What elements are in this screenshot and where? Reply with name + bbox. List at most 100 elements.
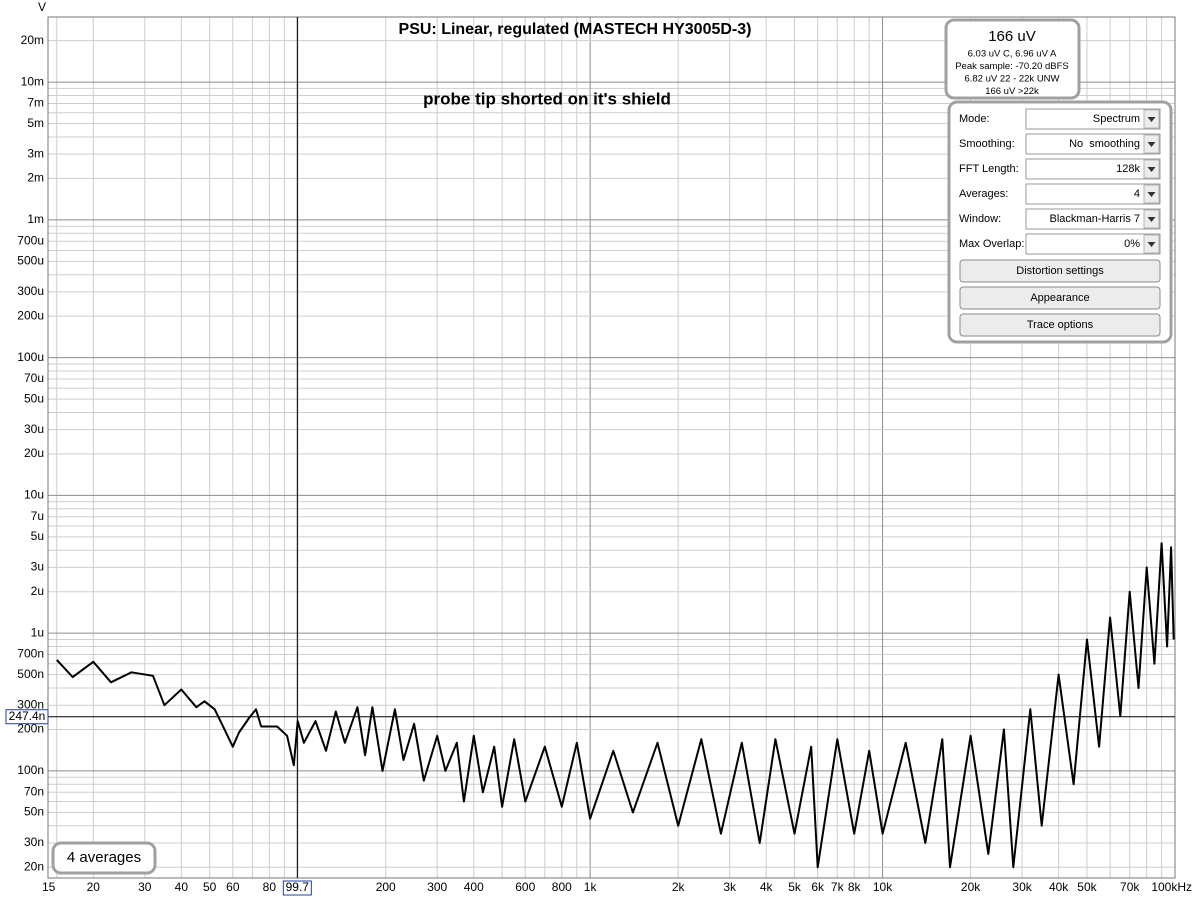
setting-value: 0% xyxy=(1124,238,1140,250)
setting-dropdown[interactable] xyxy=(1025,208,1161,230)
cursor-x-box xyxy=(282,880,312,896)
setting-dropdown[interactable] xyxy=(1025,233,1161,255)
y-tick-label: 100u xyxy=(17,350,44,364)
setting-value: 128k xyxy=(1116,163,1140,175)
setting-label: Max Overlap: xyxy=(959,238,1024,250)
readout-line: 6.03 uV C, 6.96 uV A xyxy=(968,49,1057,60)
setting-value: Spectrum xyxy=(1093,113,1140,125)
y-tick-label: 100n xyxy=(17,763,44,777)
cursor-y-box xyxy=(5,709,49,725)
y-tick-label: 20u xyxy=(24,446,44,460)
y-tick-label: 70u xyxy=(24,371,44,385)
setting-dropdown[interactable] xyxy=(1025,108,1161,130)
setting-label: Mode: xyxy=(959,113,990,125)
y-tick-label: 700u xyxy=(17,233,44,247)
cursor-x-label: 99.7 xyxy=(286,880,310,894)
y-tick-label: 500n xyxy=(17,667,44,681)
setting-value: No smoothing xyxy=(1069,138,1140,150)
button-label: Appearance xyxy=(1030,292,1089,304)
x-tick-label: 100kHz xyxy=(1151,880,1192,894)
x-tick-label: 600 xyxy=(515,880,535,894)
y-tick-label: 200n xyxy=(17,722,44,736)
x-tick-label: 40 xyxy=(175,880,189,894)
y-tick-label: 1m xyxy=(27,212,44,226)
y-tick-label: 3m xyxy=(27,146,44,160)
x-tick-label: 3k xyxy=(723,880,737,894)
setting-dropdown[interactable] xyxy=(1025,183,1161,205)
x-tick-label: 4k xyxy=(760,880,774,894)
panel-button[interactable] xyxy=(959,286,1161,310)
dropdown-arrow xyxy=(1147,117,1156,122)
readout-line: Peak sample: -70.20 dBFS xyxy=(955,61,1069,72)
y-tick-label: 7u xyxy=(31,509,44,523)
y-tick-label: 10m xyxy=(21,74,44,88)
readout-main: 166 uV xyxy=(988,28,1036,45)
dropdown-arrow xyxy=(1147,242,1156,247)
y-tick-label: 50n xyxy=(24,805,44,819)
y-tick-label: 30n xyxy=(24,835,44,849)
y-tick-label: 300u xyxy=(17,284,44,298)
readout-box xyxy=(944,18,1081,100)
setting-value: 4 xyxy=(1134,188,1140,200)
y-tick-label: 500u xyxy=(17,254,44,268)
dropdown-arrow xyxy=(1147,192,1156,197)
x-tick-label: 200 xyxy=(376,880,396,894)
y-tick-label: 7m xyxy=(27,96,44,110)
setting-dropdown[interactable] xyxy=(1025,158,1161,180)
y-tick-label: 20m xyxy=(21,33,44,47)
x-tick-label: 50k xyxy=(1077,880,1097,894)
button-label: Distortion settings xyxy=(1016,265,1104,277)
x-tick-label: 5k xyxy=(788,880,802,894)
status-box xyxy=(51,841,157,875)
panel-button[interactable] xyxy=(959,259,1161,283)
button-label: Trace options xyxy=(1027,319,1094,331)
x-tick-label: 20 xyxy=(87,880,101,894)
x-tick-label: 60 xyxy=(226,880,240,894)
x-tick-label: 30k xyxy=(1012,880,1032,894)
x-tick-label: 8k xyxy=(848,880,862,894)
x-tick-label: 300 xyxy=(427,880,447,894)
x-tick-label: 40k xyxy=(1049,880,1069,894)
dropdown-arrow xyxy=(1147,142,1156,147)
panel-button[interactable] xyxy=(959,313,1161,337)
x-tick-label: 800 xyxy=(552,880,572,894)
chart-title: PSU: Linear, regulated (MASTECH HY3005D-… xyxy=(399,21,752,38)
setting-dropdown[interactable] xyxy=(1025,133,1161,155)
setting-label: Smoothing: xyxy=(959,138,1015,150)
x-tick-label: 1k xyxy=(584,880,598,894)
x-tick-label: 80 xyxy=(263,880,277,894)
x-tick-label: 2k xyxy=(672,880,686,894)
x-tick-label: 6k xyxy=(811,880,825,894)
setting-label: Averages: xyxy=(959,188,1008,200)
y-tick-label: 200u xyxy=(17,308,44,322)
y-tick-label: 10u xyxy=(24,488,44,502)
readout-line: 6.82 uV 22 - 22k UNW xyxy=(964,74,1059,85)
y-tick-label: 5u xyxy=(31,529,44,543)
x-tick-label: 15 xyxy=(42,880,56,894)
setting-label: Window: xyxy=(959,213,1001,225)
status-text: 4 averages xyxy=(67,849,141,866)
x-tick-label: 30 xyxy=(138,880,152,894)
x-tick-label: 10k xyxy=(873,880,893,894)
x-tick-label: 50 xyxy=(203,880,217,894)
setting-value: Blackman-Harris 7 xyxy=(1050,213,1140,225)
y-tick-label: 1u xyxy=(31,625,44,639)
annotation: probe tip shorted on it's shield xyxy=(423,89,671,108)
y-tick-label: 50u xyxy=(24,391,44,405)
y-tick-label: 2u xyxy=(31,584,44,598)
dropdown-arrow xyxy=(1147,167,1156,172)
y-tick-label: 2m xyxy=(27,171,44,185)
plot-border xyxy=(47,16,1176,879)
y-tick-label: 300n xyxy=(17,697,44,711)
x-tick-label: 7k xyxy=(831,880,845,894)
y-tick-label: 700n xyxy=(17,647,44,661)
y-tick-label: 70n xyxy=(24,784,44,798)
cursor-y-label: 247.4n xyxy=(9,709,46,723)
spectrum-line xyxy=(56,542,1175,869)
x-tick-label: 70k xyxy=(1120,880,1140,894)
y-tick-label: 20n xyxy=(24,859,44,873)
y-tick-label: 30u xyxy=(24,422,44,436)
x-tick-label: 400 xyxy=(464,880,484,894)
y-tick-label: 5m xyxy=(27,116,44,130)
